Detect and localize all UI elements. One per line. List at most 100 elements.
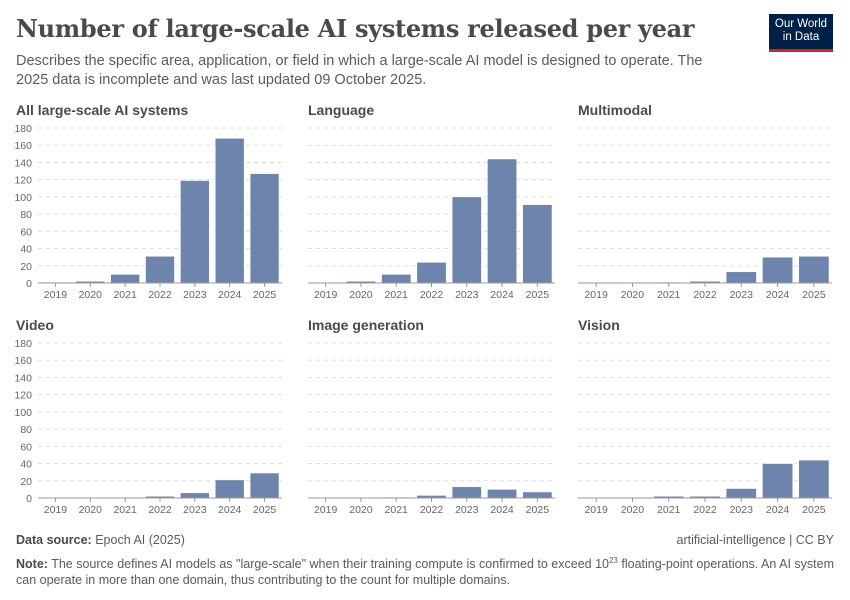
- x-tick-label: 2023: [455, 289, 479, 301]
- x-tick-label: 2022: [420, 289, 444, 301]
- y-tick-label: 140: [14, 372, 32, 384]
- x-tick-label: 2019: [584, 289, 608, 301]
- bar-2023[interactable]: [451, 196, 482, 284]
- bar-2025[interactable]: [249, 173, 280, 284]
- x-tick-label: 2019: [44, 289, 68, 301]
- bar-2023[interactable]: [451, 486, 482, 499]
- x-tick-label: 2025: [253, 289, 277, 301]
- bar-2024[interactable]: [487, 158, 517, 284]
- panel-title: Vision: [578, 317, 620, 333]
- bar-2023[interactable]: [180, 180, 210, 284]
- y-tick-label: 160: [14, 355, 32, 367]
- bar-2022[interactable]: [416, 262, 447, 284]
- bar-2023[interactable]: [725, 488, 757, 499]
- x-tick-label: 2020: [621, 504, 645, 516]
- x-tick-label: 2024: [766, 504, 790, 516]
- data-source-link[interactable]: Epoch AI (2025): [95, 533, 185, 547]
- panel-video: Video 0 20 40 60 80 100 120 140 160 180 2019 2020 202…: [14, 317, 282, 516]
- panel-title: Image generation: [308, 317, 424, 333]
- x-tick-label: 2023: [730, 504, 754, 516]
- x-tick-label: 2019: [584, 504, 608, 516]
- y-tick-label: 180: [14, 338, 32, 350]
- panel-all-large-scale-ai-systems: All large-scale AI systems 0 20 40 60 80 100 12…: [14, 102, 282, 301]
- y-tick-label: 160: [14, 140, 32, 152]
- y-tick-label: 180: [14, 123, 32, 135]
- x-tick-label: 2022: [420, 504, 444, 516]
- x-tick-label: 2020: [79, 504, 103, 516]
- y-tick-label: 120: [14, 175, 32, 187]
- x-tick-label: 2021: [385, 289, 409, 301]
- x-tick-label: 2021: [385, 504, 409, 516]
- small-multiples-chart: All large-scale AI systems 0 20 40 60 80 100 12…: [14, 102, 832, 516]
- bar-2024[interactable]: [215, 479, 245, 499]
- bar-2025[interactable]: [522, 491, 553, 499]
- x-tick-label: 2022: [693, 504, 717, 516]
- y-tick-label: 100: [14, 192, 32, 204]
- x-tick-label: 2020: [79, 289, 103, 301]
- x-tick-label: 2019: [44, 504, 68, 516]
- x-tick-label: 2019: [314, 504, 338, 516]
- x-tick-label: 2023: [183, 289, 207, 301]
- x-tick-label: 2022: [693, 289, 717, 301]
- note: Note: The source defines AI models as "l…: [16, 556, 834, 588]
- x-tick-label: 2025: [253, 504, 277, 516]
- bar-2024[interactable]: [215, 138, 245, 284]
- y-tick-label: 40: [20, 459, 32, 471]
- x-tick-label: 2023: [183, 504, 207, 516]
- panel-title: Video: [16, 317, 54, 333]
- x-tick-label: 2022: [148, 289, 172, 301]
- chart-subtitle: Describes the specific area, application…: [16, 53, 703, 88]
- x-tick-label: 2021: [657, 289, 681, 301]
- bar-2021[interactable]: [381, 274, 412, 284]
- panel-title: All large-scale AI systems: [16, 102, 188, 118]
- bar-2025[interactable]: [798, 459, 830, 499]
- bar-2025[interactable]: [798, 256, 830, 284]
- x-tick-label: 2025: [802, 504, 826, 516]
- x-tick-label: 2023: [730, 289, 754, 301]
- x-tick-label: 2024: [218, 504, 242, 516]
- panel-image-generation: Image generation 2019 2020 2021 2022 2023 2024…: [308, 317, 555, 516]
- x-tick-label: 2025: [526, 504, 550, 516]
- y-tick-label: 60: [20, 441, 32, 453]
- bar-2025[interactable]: [522, 204, 553, 284]
- x-tick-label: 2022: [148, 504, 172, 516]
- y-tick-label: 20: [20, 261, 32, 273]
- x-tick-label: 2019: [314, 289, 338, 301]
- x-tick-label: 2024: [766, 289, 790, 301]
- y-tick-label: 40: [20, 244, 32, 256]
- y-tick-label: 120: [14, 390, 32, 402]
- panel-title: Multimodal: [578, 102, 652, 118]
- x-tick-label: 2021: [657, 504, 681, 516]
- panel-vision: Vision 2019 2020 2021 2022 2023 2024 2025: [578, 317, 832, 516]
- bar-2022[interactable]: [145, 256, 175, 284]
- x-tick-label: 2024: [490, 504, 514, 516]
- bar-2023[interactable]: [725, 271, 757, 284]
- panel-title: Language: [308, 102, 374, 118]
- y-tick-label: 60: [20, 226, 32, 238]
- bar-2024[interactable]: [487, 489, 517, 499]
- bar-2023[interactable]: [180, 492, 210, 499]
- chart-title: Number of large-scale AI systems release…: [16, 14, 695, 43]
- bar-2025[interactable]: [249, 472, 280, 499]
- x-tick-label: 2025: [526, 289, 550, 301]
- y-tick-label: 0: [26, 493, 32, 505]
- x-tick-label: 2020: [349, 289, 373, 301]
- x-tick-label: 2024: [490, 289, 514, 301]
- owid-logo[interactable]: Our World in Data: [769, 14, 833, 52]
- x-tick-label: 2021: [113, 504, 137, 516]
- y-tick-label: 80: [20, 209, 32, 221]
- y-tick-label: 80: [20, 424, 32, 436]
- bar-2024[interactable]: [762, 463, 793, 499]
- x-tick-label: 2020: [349, 504, 373, 516]
- data-source: Data source: Epoch AI (2025): [16, 533, 185, 547]
- bar-2021[interactable]: [110, 274, 140, 284]
- license[interactable]: artificial-intelligence | CC BY: [676, 533, 834, 547]
- panel-language: Language 2019 2020 2021 2022 2023 2024 2025: [308, 102, 555, 301]
- x-tick-label: 2025: [802, 289, 826, 301]
- bar-2024[interactable]: [762, 256, 793, 284]
- y-tick-label: 0: [26, 278, 32, 290]
- x-tick-label: 2021: [113, 289, 137, 301]
- y-tick-label: 100: [14, 407, 32, 419]
- y-tick-label: 140: [14, 157, 32, 169]
- x-tick-label: 2023: [455, 504, 479, 516]
